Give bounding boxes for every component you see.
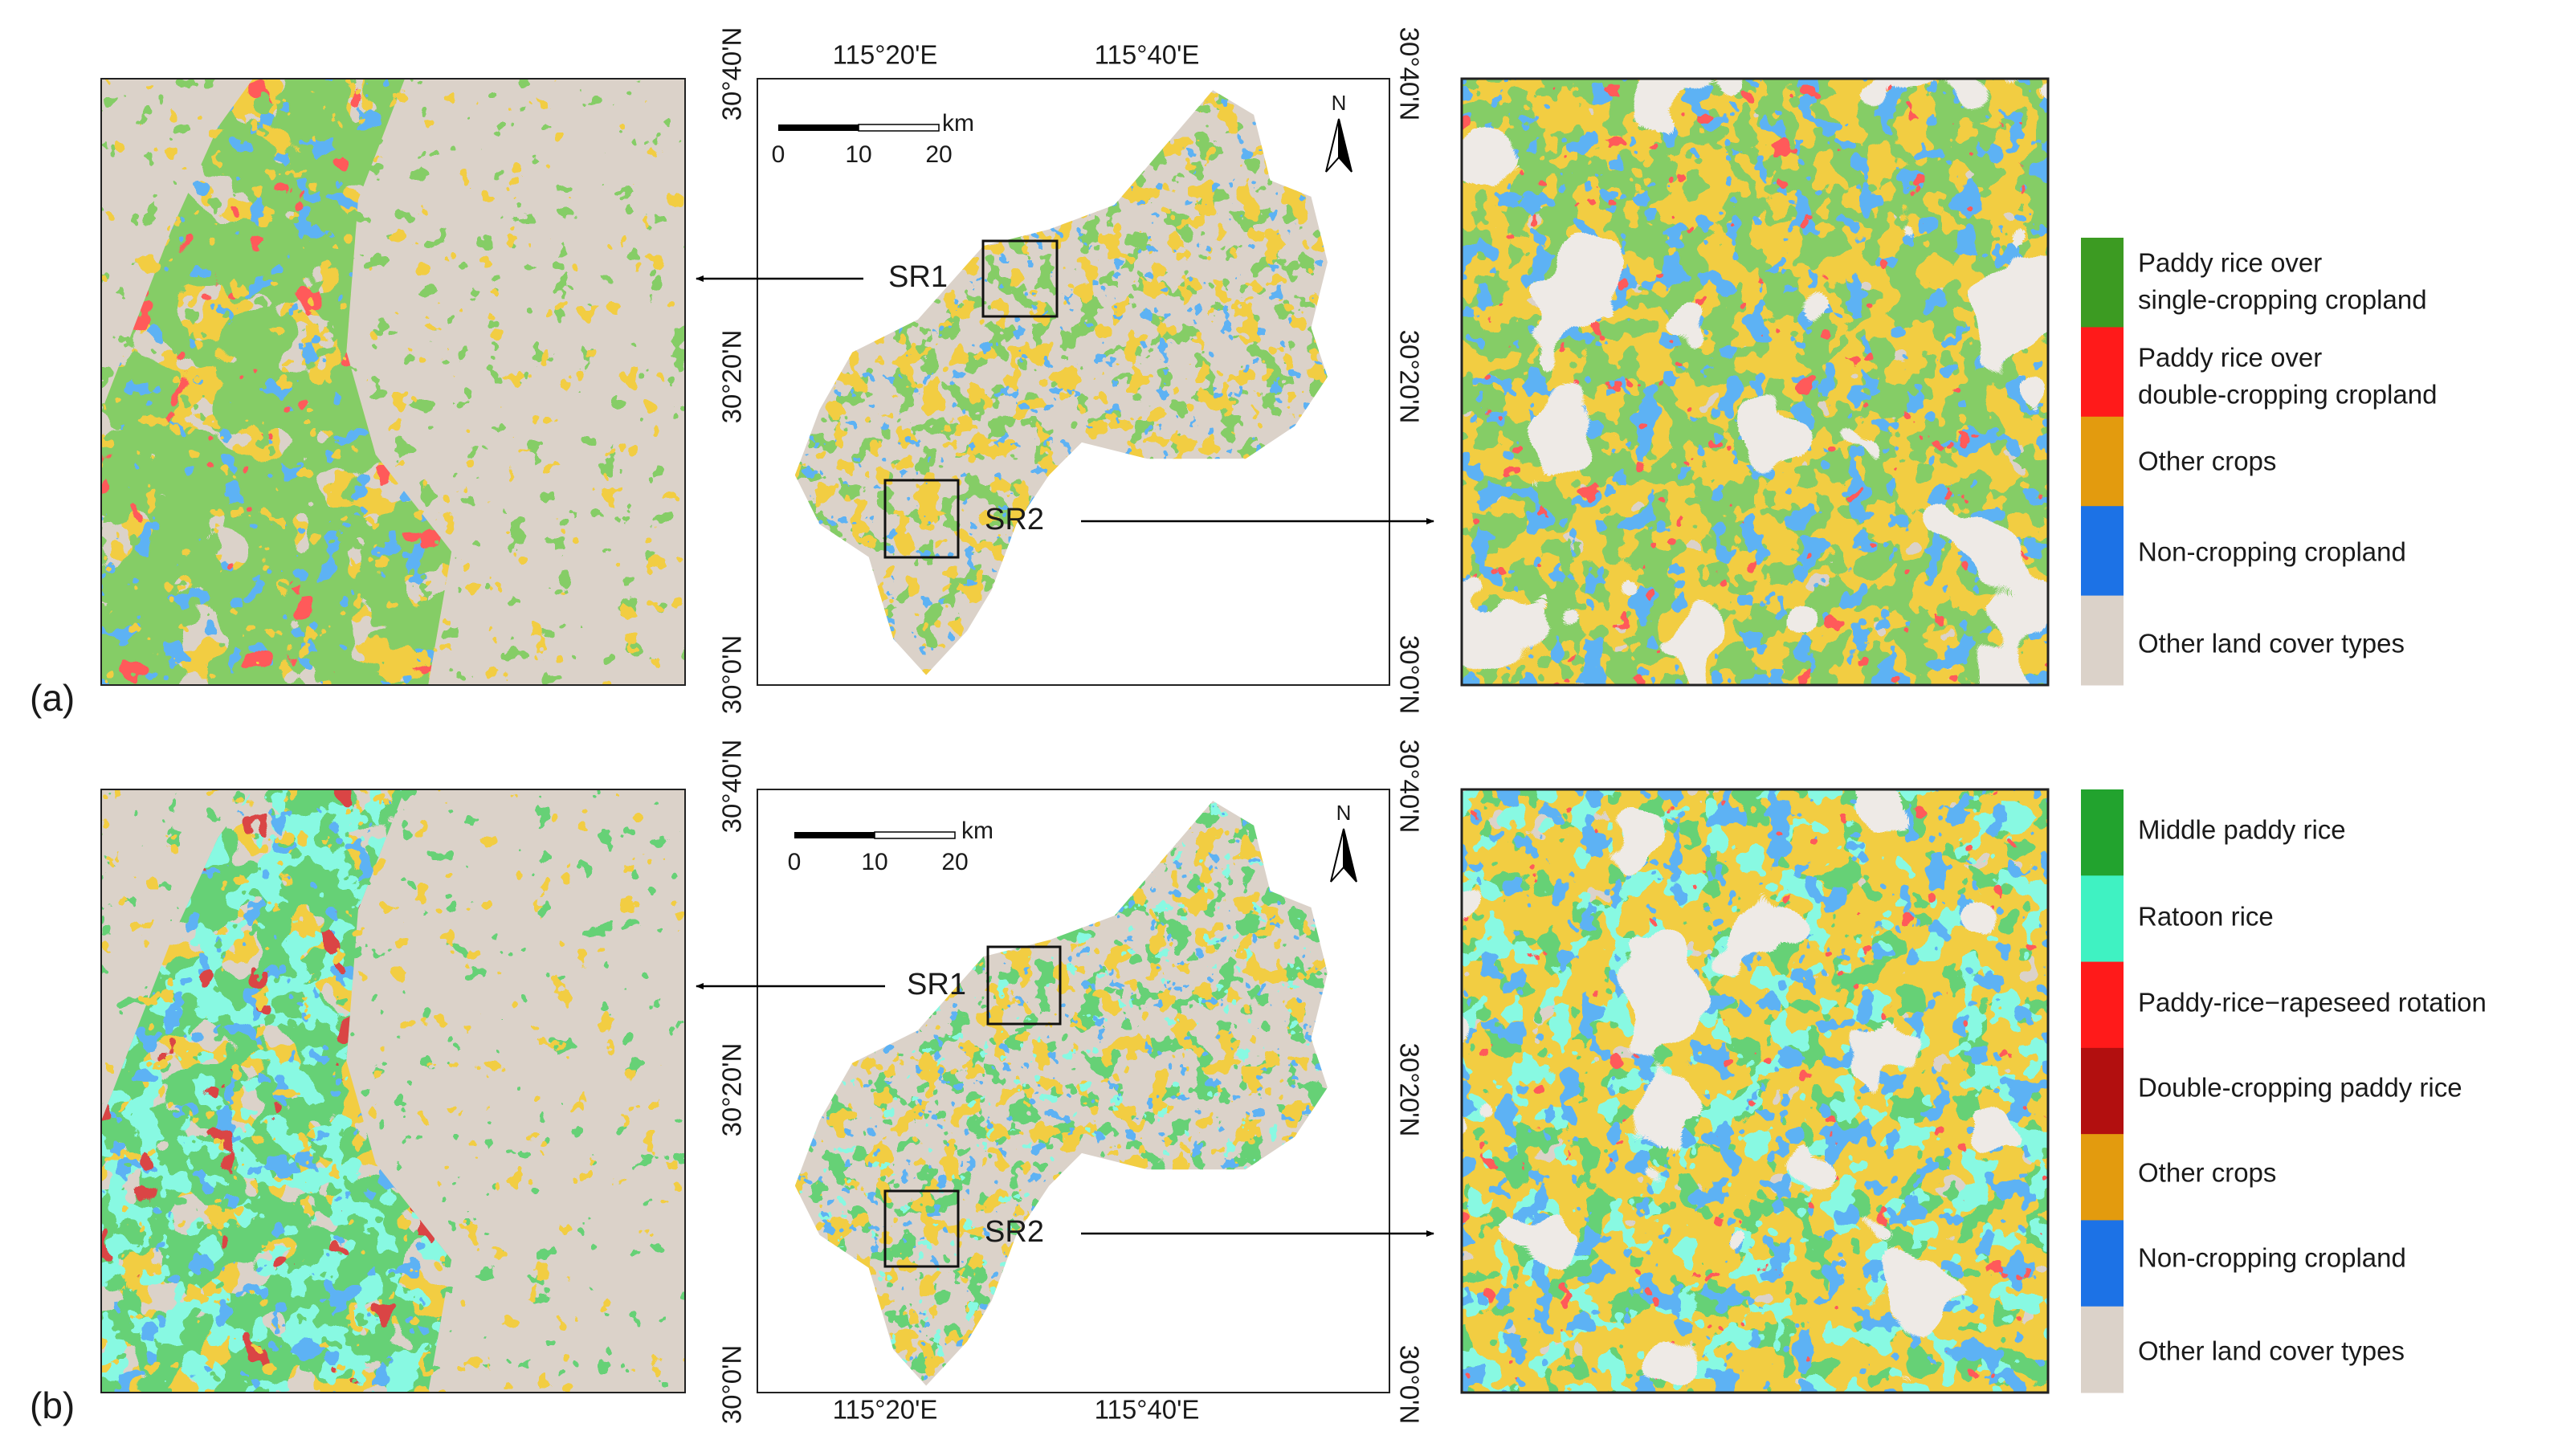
legend-label: Paddy rice over [2138,248,2322,278]
latitude-label: 30°20'N [1394,1043,1424,1137]
sr1-map [100,789,686,1393]
sr2-map [1462,789,2048,1393]
latitude-label: 30°20'N [1394,330,1424,424]
latitude-label: 30°20'N [717,330,747,424]
legend-swatch [2081,506,2124,597]
latitude-label: 30°0'N [1394,1345,1424,1424]
legend-swatch [2081,1047,2124,1135]
scale-bar-label: 0 [788,849,802,875]
sr2-map [1462,79,2048,685]
subregion-label: SR2 [985,503,1044,536]
north-label: N [1332,91,1347,115]
panel: (a) 115°20'E 115°40'E 30°40'N 30°40'N 30°20'N… [30,27,2437,720]
longitude-label: 115°40'E [1095,1395,1200,1425]
latitude-label: 30°0'N [1394,635,1424,714]
panel-label: (b) [30,1385,75,1426]
scale-bar-unit: km [961,818,993,844]
legend-swatch [2081,416,2124,507]
north-arrow-right [1343,828,1357,883]
legend-label: Non-cropping cropland [2138,1243,2406,1273]
legend-swatch [2081,327,2124,418]
map-frame [100,789,686,1393]
land-cover-patches [101,79,685,685]
panel-label: (a) [30,677,75,719]
latitude-label: 30°40'N [717,740,747,834]
legend-swatch [2081,875,2124,963]
legend-label: Middle paddy rice [2138,815,2346,845]
legend-label: Other land cover types [2138,1336,2405,1366]
latitude-label: 30°20'N [717,1043,747,1137]
legend-label: Other crops [2138,447,2276,476]
scale-bar-white [858,124,940,132]
subregion-box [883,1189,960,1268]
longitude-label: 115°20'E [833,40,938,70]
subregion-box [883,479,960,559]
legend-label: single-cropping cropland [2138,285,2427,315]
map-frame [1460,788,2050,1394]
scale-bar-black [778,124,859,131]
legend-swatch [2081,789,2124,876]
map-frame [100,78,686,686]
scale-bar-unit: km [942,110,974,137]
legend-swatch [2081,1220,2124,1307]
overview-map [757,789,1390,1393]
longitude-label: 115°40'E [1095,40,1200,70]
land-cover-patches [101,789,685,1393]
latitude-label: 30°0'N [717,1345,747,1424]
scale-bar-label: 0 [772,141,785,168]
latitude-label: 30°0'N [717,635,747,714]
scale-bar-label: 20 [925,141,952,168]
legend-swatch [2081,595,2124,686]
sr1-map [100,78,686,686]
scale-bar-black [794,832,875,838]
legend-label: Non-cropping cropland [2138,537,2406,567]
latitude-label: 30°40'N [717,27,747,121]
legend-label: Paddy-rice−rapeseed rotation [2138,988,2487,1018]
sr1-scattered [101,79,685,685]
legend-label: Paddy rice over [2138,343,2322,373]
north-label: N [1336,801,1352,825]
legend-swatch [2081,1306,2124,1393]
legend-label: Other crops [2138,1158,2276,1188]
scale-bar-label: 10 [861,849,887,875]
subregion-label: SR1 [907,968,966,1001]
subregion-label: SR2 [985,1215,1044,1249]
scale-bar-label: 10 [845,141,871,168]
land-cover-patches [1462,789,2048,1393]
longitude-label: 115°20'E [833,1395,938,1425]
subregion-box [981,239,1059,318]
overview-map [757,78,1390,686]
latitude-label: 30°40'N [1394,27,1424,121]
legend-label: Double-cropping paddy rice [2138,1073,2462,1103]
subregion-box [986,945,1062,1026]
legend-swatch [2081,1134,2124,1221]
map-frame [1460,77,2050,687]
panel: (b) 115°20'E 115°40'E 30°40'N 30°40'N 30°20'N… [30,740,2487,1427]
legend-swatch [2081,238,2124,328]
north-arrow-right [1338,118,1352,173]
subregion-label: SR1 [888,260,948,294]
land-cover-patches [1462,79,2048,685]
scale-bar-label: 20 [941,849,968,875]
latitude-label: 30°40'N [1394,740,1424,834]
sr1-scattered [101,789,685,1393]
legend-swatch [2081,961,2124,1049]
legend-label: Ratoon rice [2138,902,2274,932]
legend-label: Other land cover types [2138,629,2405,659]
legend-label: double-cropping cropland [2138,380,2437,410]
scale-bar-white [874,831,956,839]
